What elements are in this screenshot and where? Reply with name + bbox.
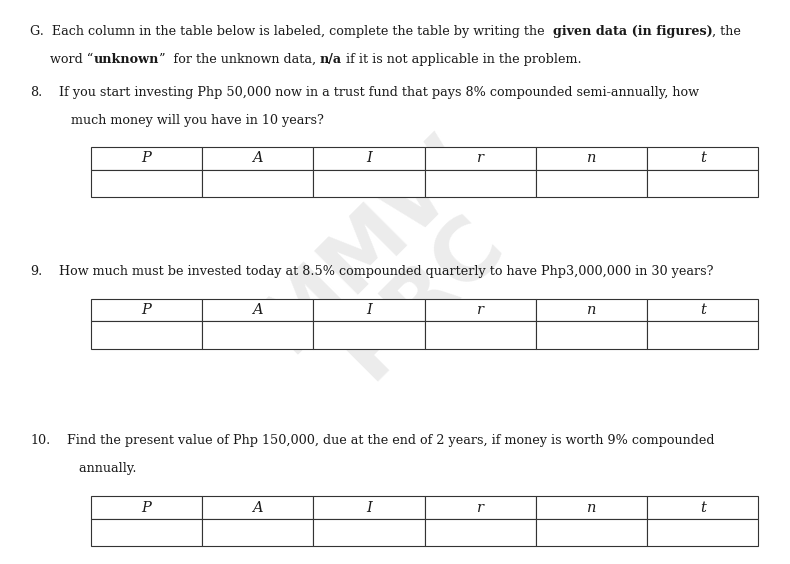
Text: G.  Each column in the table below is labeled, complete the table by writing the: G. Each column in the table below is lab… <box>30 25 553 38</box>
Text: , the: , the <box>713 25 741 38</box>
Bar <box>647 170 758 197</box>
Text: How much must be invested today at 8.5% compounded quarterly to have Php3,000,00: How much must be invested today at 8.5% … <box>55 265 714 278</box>
Text: A: A <box>253 152 263 165</box>
Text: n/a: n/a <box>320 53 342 66</box>
Text: n: n <box>587 501 596 514</box>
Bar <box>647 519 758 546</box>
Bar <box>314 519 425 546</box>
Text: annually.: annually. <box>63 462 137 475</box>
Text: given data (in figures): given data (in figures) <box>553 25 713 38</box>
Text: much money will you have in 10 years?: much money will you have in 10 years? <box>55 114 324 127</box>
Text: ”  for the unknown data,: ” for the unknown data, <box>159 53 320 66</box>
Bar <box>647 496 758 519</box>
Bar <box>314 147 425 170</box>
Text: n: n <box>587 152 596 165</box>
Bar <box>202 170 314 197</box>
Bar <box>314 170 425 197</box>
Bar <box>91 170 202 197</box>
Text: r: r <box>476 152 483 165</box>
Text: If you start investing Php 50,000 now in a trust fund that pays 8% compounded se: If you start investing Php 50,000 now in… <box>55 86 699 99</box>
Bar <box>314 321 425 349</box>
Text: r: r <box>476 303 483 317</box>
Bar <box>202 496 314 519</box>
Text: 8.: 8. <box>30 86 43 99</box>
Text: A: A <box>253 303 263 317</box>
Bar <box>536 299 647 321</box>
Text: t: t <box>700 501 705 514</box>
Bar <box>536 147 647 170</box>
Bar <box>425 170 536 197</box>
Text: word “: word “ <box>30 53 93 66</box>
Bar <box>202 519 314 546</box>
Bar <box>647 147 758 170</box>
Bar <box>536 321 647 349</box>
Bar <box>425 299 536 321</box>
Text: P: P <box>141 152 152 165</box>
Bar <box>202 299 314 321</box>
Text: I: I <box>366 303 372 317</box>
Bar <box>647 321 758 349</box>
Bar <box>647 299 758 321</box>
Text: A: A <box>253 501 263 514</box>
Text: if it is not applicable in the problem.: if it is not applicable in the problem. <box>342 53 581 66</box>
Text: I: I <box>366 152 372 165</box>
Bar <box>425 519 536 546</box>
Text: P: P <box>141 303 152 317</box>
Bar <box>425 147 536 170</box>
Bar <box>314 496 425 519</box>
Bar <box>536 496 647 519</box>
Bar <box>202 147 314 170</box>
Text: t: t <box>700 152 705 165</box>
Text: MMW
PRC: MMW PRC <box>244 120 546 421</box>
Text: unknown: unknown <box>93 53 159 66</box>
Bar <box>536 170 647 197</box>
Bar <box>202 321 314 349</box>
Text: 10.: 10. <box>30 434 51 447</box>
Bar <box>91 147 202 170</box>
Bar <box>91 496 202 519</box>
Bar <box>314 299 425 321</box>
Text: Find the present value of Php 150,000, due at the end of 2 years, if money is wo: Find the present value of Php 150,000, d… <box>63 434 715 447</box>
Bar <box>425 321 536 349</box>
Text: r: r <box>476 501 483 514</box>
Bar <box>91 519 202 546</box>
Text: t: t <box>700 303 705 317</box>
Bar <box>91 321 202 349</box>
Bar <box>91 299 202 321</box>
Text: n: n <box>587 303 596 317</box>
Text: P: P <box>141 501 152 514</box>
Text: 9.: 9. <box>30 265 43 278</box>
Bar <box>425 496 536 519</box>
Text: I: I <box>366 501 372 514</box>
Bar <box>536 519 647 546</box>
